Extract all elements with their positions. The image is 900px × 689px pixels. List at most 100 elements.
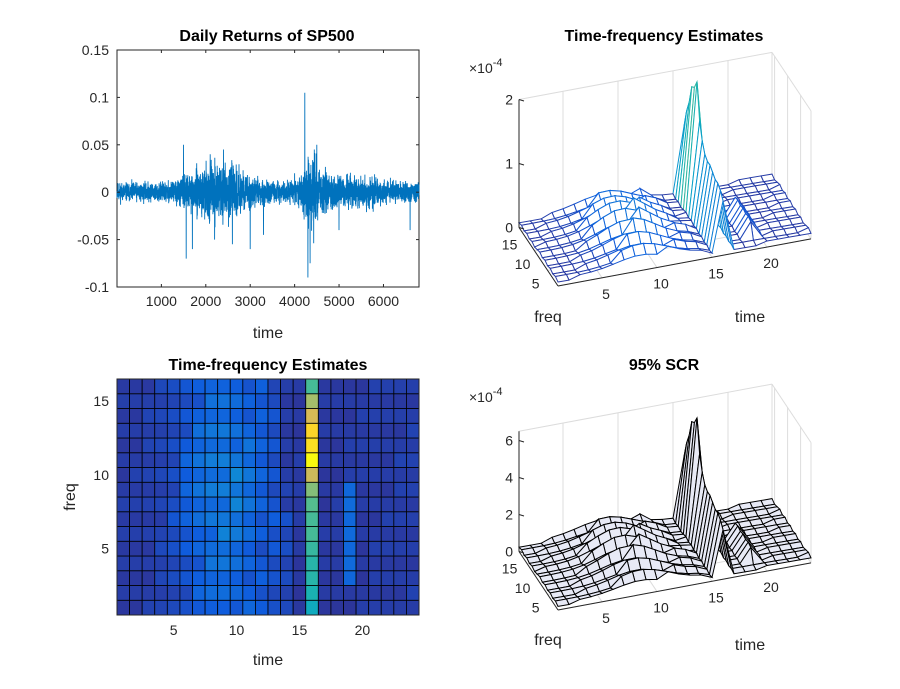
heatmap-cell (179, 408, 193, 424)
heatmap-cell (229, 378, 244, 395)
heatmap-cell (129, 393, 143, 409)
heatmap-cell (280, 467, 294, 483)
heatmap-cell (305, 393, 319, 409)
heatmap-cell (267, 540, 281, 557)
heatmap-cell (154, 526, 168, 542)
heatmap-cell (305, 481, 319, 498)
heatmap-cell (355, 599, 370, 616)
heatmap-cell (317, 452, 332, 468)
heatmap-cell (317, 422, 332, 439)
heatmap-cell (116, 570, 130, 586)
heatmap-cell (229, 437, 244, 454)
heatmap-cell (355, 511, 370, 527)
heatmap-cell (116, 599, 130, 616)
tf-mesh-z-tick (518, 163, 525, 166)
heatmap-cell (380, 555, 395, 572)
heatmap-cell (255, 378, 269, 395)
heatmap-xtick-label: 20 (355, 622, 371, 638)
scr-top-edge (518, 383, 773, 432)
heatmap-cell (192, 496, 206, 513)
returns-chart-title: Daily Returns of SP500 (179, 28, 354, 45)
heatmap-cell (343, 452, 357, 468)
heatmap-cell (343, 526, 357, 542)
heatmap-cell (305, 540, 319, 557)
heatmap-ytick-label: 10 (93, 467, 109, 483)
heatmap-cell (280, 481, 294, 498)
heatmap-cell (393, 408, 407, 424)
scr-time-tick-label: 15 (708, 589, 724, 605)
heatmap-cell (166, 452, 181, 468)
heatmap-cell (141, 467, 156, 483)
heatmap-cell (380, 481, 395, 498)
heatmap-cell (380, 422, 395, 439)
heatmap-cell (229, 467, 244, 483)
heatmap-cell (355, 481, 370, 498)
heatmap-cell (179, 555, 193, 572)
heatmap-cell (242, 555, 256, 572)
heatmap-cell (166, 378, 181, 395)
heatmap-cell (355, 540, 370, 557)
returns-xtick-label: 2000 (190, 293, 221, 309)
heatmap-cell (179, 467, 193, 483)
heatmap-cell (217, 585, 231, 601)
tf-mesh-z-tick (518, 99, 525, 102)
heatmap-cell (317, 526, 332, 542)
returns-line-chart: Daily Returns of SP500 1000 2000 3000 4000 5… (77, 28, 420, 342)
returns-series-line (116, 92, 420, 278)
heatmap-cell (330, 540, 344, 557)
heatmap-cell (280, 599, 294, 616)
heatmap-cell (255, 599, 269, 616)
heatmap-cell (380, 378, 395, 395)
heatmap-cell (179, 511, 193, 527)
heatmap-cell (267, 526, 281, 542)
scr-surface-facet (554, 598, 570, 607)
heatmap-cell (343, 393, 357, 409)
scr-freq-tick-label: 15 (502, 560, 518, 576)
heatmap-cell (242, 467, 256, 483)
heatmap-cell (393, 437, 407, 454)
heatmap-cell (355, 496, 370, 513)
heatmap-cell (330, 585, 344, 601)
heatmap-cell (192, 452, 206, 468)
heatmap-cell (343, 422, 357, 439)
heatmap-cell (129, 481, 143, 498)
heatmap-cell (317, 585, 332, 601)
scr-z-tick-label: 6 (505, 433, 513, 449)
heatmap-cell (393, 452, 407, 468)
heatmap-cell (229, 393, 244, 409)
heatmap-cell (179, 452, 193, 468)
heatmap-cell (166, 437, 181, 454)
heatmap-cell (255, 408, 269, 424)
scr-freq-label: freq (534, 632, 562, 649)
heatmap-cell (267, 481, 281, 498)
heatmap-cell (292, 422, 307, 439)
heatmap-cell (242, 496, 256, 513)
heatmap-cell (368, 570, 382, 586)
heatmap-cell (154, 408, 168, 424)
heatmap-cell (166, 585, 181, 601)
heatmap-cell (217, 555, 231, 572)
heatmap-cell (305, 526, 319, 542)
returns-plot-area (116, 49, 420, 288)
returns-xtick-label: 4000 (279, 293, 310, 309)
heatmap-cell (179, 422, 193, 439)
heatmap-cell (343, 467, 357, 483)
heatmap-cell (267, 570, 281, 586)
heatmap-cell (406, 540, 420, 557)
heatmap-cell (368, 526, 382, 542)
heatmap-cell (141, 437, 156, 454)
heatmap-cell (204, 378, 219, 395)
scr-z-tick-label: 4 (505, 470, 513, 486)
heatmap-cell (204, 481, 219, 498)
heatmap-cell (192, 393, 206, 409)
heatmap-cell (129, 408, 143, 424)
heatmap-cell (267, 393, 281, 409)
heatmap-cell (179, 540, 193, 557)
heatmap-cell (217, 422, 231, 439)
heatmap-cell (166, 496, 181, 513)
heatmap-cell (192, 599, 206, 616)
heatmap-cell (317, 378, 332, 395)
heatmap-cell (368, 467, 382, 483)
heatmap-cell (229, 422, 244, 439)
